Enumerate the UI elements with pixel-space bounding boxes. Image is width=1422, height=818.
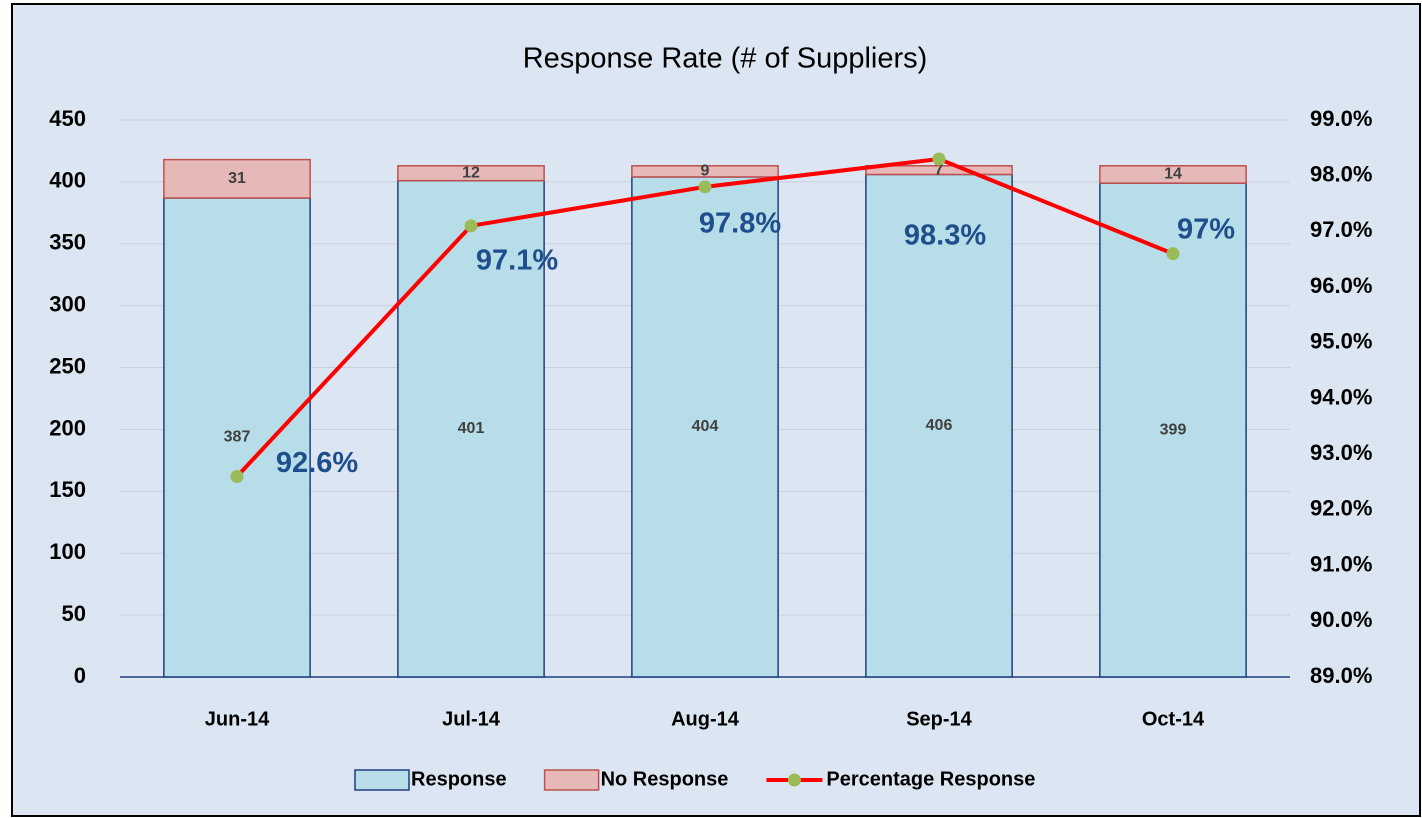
line-marker <box>698 180 712 194</box>
y2-tick-label: 90.0% <box>1310 607 1372 632</box>
y-tick-label: 200 <box>49 415 86 440</box>
x-tick-label: Jun-14 <box>205 708 270 730</box>
bar-segment <box>397 165 545 182</box>
y2-tick-label: 94.0% <box>1310 384 1372 409</box>
line-marker <box>230 469 244 483</box>
y2-tick-label: 98.0% <box>1310 162 1372 187</box>
legend-label: No Response <box>601 768 729 790</box>
y-tick-label: 250 <box>49 353 86 378</box>
y-tick-label: 150 <box>49 477 86 502</box>
legend-label: Percentage Response <box>826 768 1035 790</box>
bar-segment <box>631 176 779 678</box>
y-tick-label: 450 <box>49 106 86 131</box>
bar-segment <box>397 179 545 678</box>
legend-marker <box>787 773 801 787</box>
legend-swatch <box>354 769 410 791</box>
line-marker <box>932 152 946 166</box>
data-label: 92.6% <box>276 447 358 479</box>
bar-segment <box>163 197 311 678</box>
data-label: 12 <box>462 164 480 181</box>
y2-tick-label: 97.0% <box>1310 217 1372 242</box>
bar-segment <box>865 165 1013 176</box>
data-label: 406 <box>926 417 953 434</box>
y2-tick-label: 91.0% <box>1310 551 1372 576</box>
bar-segment <box>631 165 779 178</box>
y2-tick-label: 96.0% <box>1310 273 1372 298</box>
bar-segment <box>163 158 311 199</box>
y2-tick-label: 99.0% <box>1310 106 1372 131</box>
x-tick-label: Sep-14 <box>906 708 972 730</box>
y-tick-label: 300 <box>49 291 86 316</box>
x-tick-label: Jul-14 <box>442 708 501 730</box>
y2-tick-label: 92.0% <box>1310 496 1372 521</box>
bar-segment <box>865 173 1013 678</box>
y2-tick-label: 89.0% <box>1310 663 1372 688</box>
y2-tick-label: 95.0% <box>1310 329 1372 354</box>
y2-tick-label: 93.0% <box>1310 440 1372 465</box>
line-marker <box>464 219 478 233</box>
bar-segment <box>1099 182 1247 678</box>
x-tick-label: Oct-14 <box>1142 708 1205 730</box>
data-label: 9 <box>701 163 710 180</box>
x-tick-label: Aug-14 <box>671 708 740 730</box>
y-tick-label: 50 <box>62 601 86 626</box>
data-label: 7 <box>935 161 944 178</box>
y-tick-label: 400 <box>49 168 86 193</box>
line-marker <box>1166 247 1180 261</box>
legend-swatch <box>543 769 600 791</box>
chart-title: Response Rate (# of Suppliers) <box>523 43 928 75</box>
legend-label: Response <box>411 768 507 790</box>
y-tick-label: 0 <box>74 663 86 688</box>
y-tick-label: 350 <box>49 230 86 255</box>
data-label: 97% <box>1177 213 1235 245</box>
data-label: 387 <box>224 429 251 446</box>
data-label: 31 <box>228 170 246 187</box>
data-label: 14 <box>1164 166 1182 183</box>
data-label: 401 <box>458 420 485 437</box>
data-label: 404 <box>692 418 719 435</box>
data-label: 399 <box>1160 421 1187 438</box>
data-label: 97.1% <box>476 244 558 276</box>
bar-segment <box>1099 165 1247 184</box>
y-tick-label: 100 <box>49 539 86 564</box>
data-label: 97.8% <box>699 207 781 239</box>
data-label: 98.3% <box>904 220 986 252</box>
